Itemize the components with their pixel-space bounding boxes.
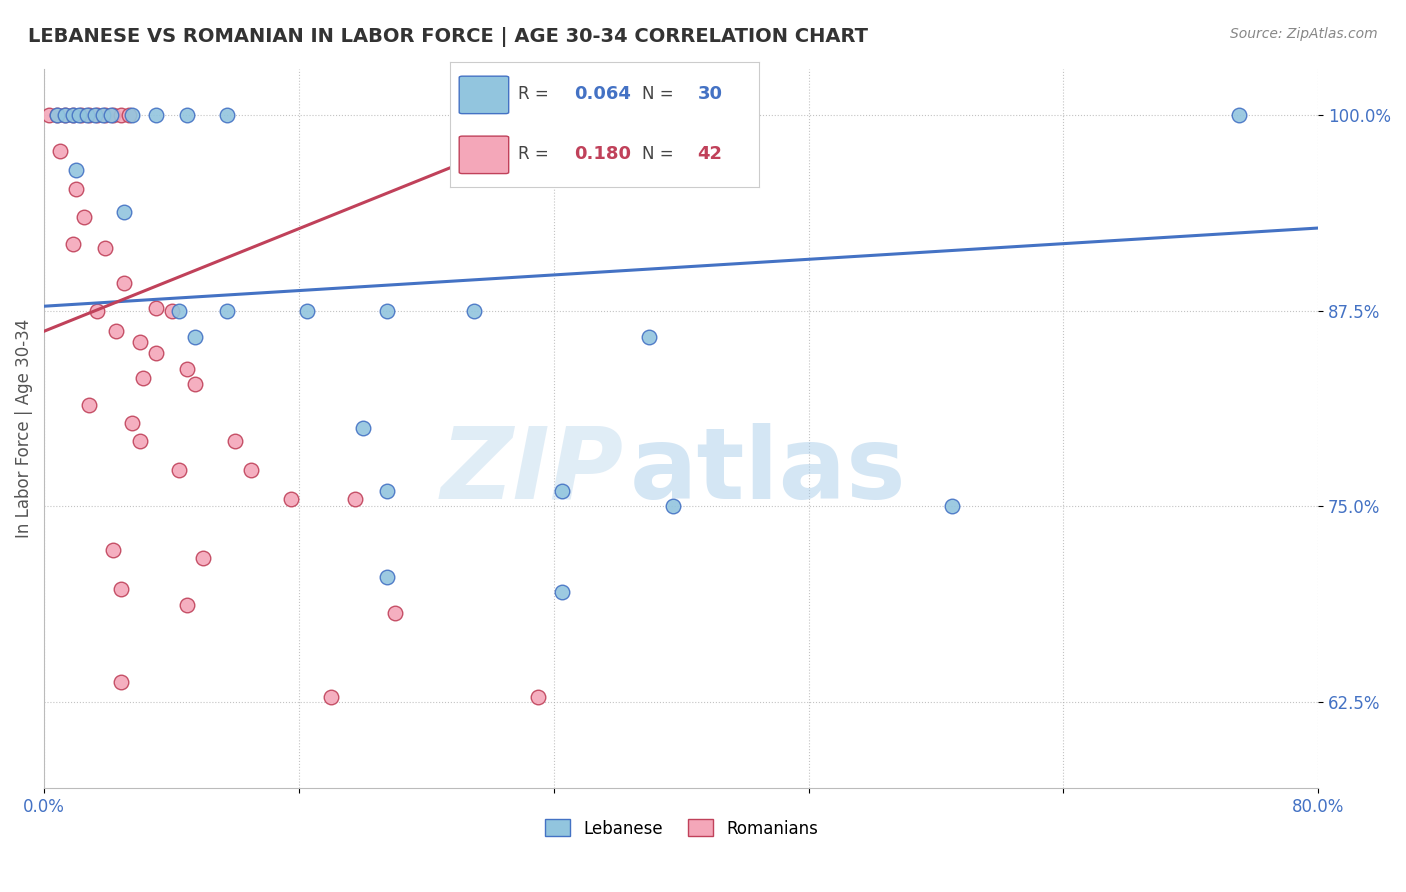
Text: LEBANESE VS ROMANIAN IN LABOR FORCE | AGE 30-34 CORRELATION CHART: LEBANESE VS ROMANIAN IN LABOR FORCE | AG… [28,27,868,46]
Point [65,163,87,178]
Point [176,598,198,612]
Point [217,304,239,318]
Point [375,570,398,584]
Point [145,301,167,315]
Point [551,483,574,498]
Point [93,108,115,122]
Point [112,205,135,219]
Point [527,690,550,705]
Text: 0.180: 0.180 [574,145,631,163]
Point [62,108,84,122]
Point [73,210,96,224]
Point [53,108,76,122]
Point [101,108,124,122]
Point [65,182,87,196]
Point [145,346,167,360]
Point [1227,108,1250,122]
Point [45,108,67,122]
Point [343,491,366,506]
Point [375,304,398,318]
Text: ZIP: ZIP [441,423,624,520]
Point [112,276,135,290]
Point [67,108,90,122]
Point [352,421,374,435]
Point [110,108,132,122]
Point [77,398,100,412]
Point [217,108,239,122]
Point [86,304,108,318]
FancyBboxPatch shape [460,76,509,113]
Point [128,335,150,350]
Point [132,371,155,385]
Text: Source: ZipAtlas.com: Source: ZipAtlas.com [1230,27,1378,41]
Point [117,108,139,122]
Point [280,491,302,506]
Point [184,377,207,392]
Point [86,108,108,122]
Y-axis label: In Labor Force | Age 30-34: In Labor Force | Age 30-34 [15,318,32,538]
Point [543,108,565,122]
Point [110,674,132,689]
Point [110,582,132,597]
Point [638,330,661,344]
Point [941,500,963,514]
Point [463,304,485,318]
Text: 42: 42 [697,145,723,163]
Point [93,241,115,255]
Point [169,463,191,477]
Point [62,236,84,251]
Point [77,108,100,122]
Text: N =: N = [641,145,679,163]
Text: N =: N = [641,86,679,103]
Point [193,551,215,566]
Point [69,108,91,122]
Point [384,606,406,620]
Text: 0.064: 0.064 [574,86,630,103]
Text: atlas: atlas [630,423,907,520]
Point [319,690,342,705]
Point [128,434,150,448]
Point [121,108,143,122]
Point [91,108,114,122]
Text: R =: R = [517,145,554,163]
Point [169,304,191,318]
Point [176,361,198,376]
Point [101,543,124,558]
Point [62,108,84,122]
Point [184,330,207,344]
Point [224,434,246,448]
FancyBboxPatch shape [460,136,509,174]
Legend: Lebanese, Romanians: Lebanese, Romanians [538,813,824,844]
Point [160,304,183,318]
Point [100,108,122,122]
Point [121,417,143,431]
Point [53,108,76,122]
Point [38,108,60,122]
Point [76,108,98,122]
Point [375,483,398,498]
Point [176,108,198,122]
Point [145,108,167,122]
Point [104,324,127,338]
Point [240,463,263,477]
Text: R =: R = [517,86,554,103]
Point [84,108,107,122]
Point [551,585,574,599]
Point [45,108,67,122]
Text: 30: 30 [697,86,723,103]
Point [662,500,685,514]
Point [49,145,72,159]
Point [295,304,318,318]
